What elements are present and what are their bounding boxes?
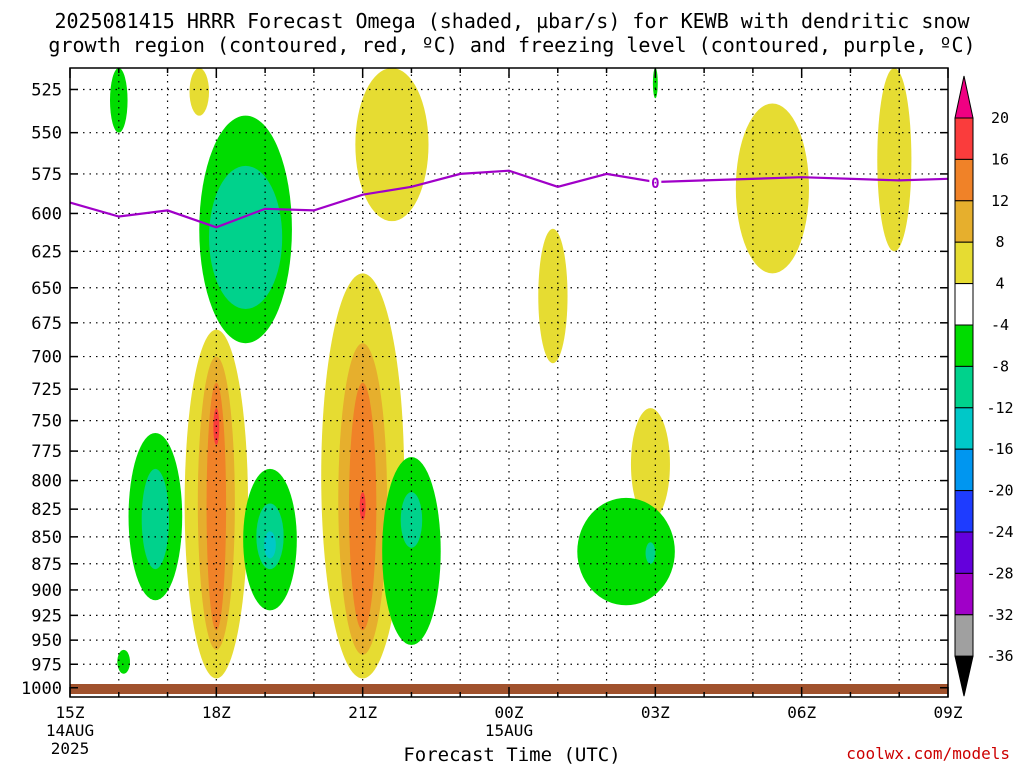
colorbar-label: -24 [986,523,1013,541]
freezing-label-bg [649,172,662,190]
chart-title-line-1: 2025081415 HRRR Forecast Omega (shaded, … [54,9,970,33]
colorbar-band [954,490,974,533]
colorbar-band [954,448,974,492]
freezing-level-label: 0 [651,176,659,192]
colorbar-label: -12 [986,399,1013,417]
colorbar-label: -8 [991,357,1009,375]
omega-cell [400,492,423,548]
colorbar-band [954,407,974,450]
colorbar-label: 8 [995,233,1004,251]
colorbar-top-arrow [954,75,974,119]
omega-cell [735,103,809,274]
y-tick-label: 700 [31,348,62,368]
chart-title-line-2: growth region (contoured, red, ºC) and f… [48,33,976,57]
x-tick-label: 00Z [495,703,524,722]
y-tick-label: 725 [31,380,62,400]
y-tick-label: 525 [31,80,62,100]
colorbar-label: -4 [991,316,1009,334]
omega-cell [117,649,130,674]
colorbar-band [954,200,974,243]
y-tick-label: 575 [31,165,62,185]
x-tick-date: 15AUG [485,721,533,740]
colorbar-band [954,324,974,367]
x-tick-year: 2025 [51,739,90,758]
y-tick-label: 900 [31,581,62,601]
y-tick-label: 825 [31,500,62,520]
colorbar-label: -20 [986,482,1013,500]
omega-cell [206,382,227,631]
y-tick-label: 600 [31,204,62,224]
omega-cell [109,68,128,133]
omega-cell [630,408,670,521]
x-tick-label: 18Z [202,703,231,722]
colorbar-label: 20 [991,109,1009,127]
x-axis-title: Forecast Time (UTC) [403,744,621,766]
freezing-level-line [69,169,949,229]
omega-cell [577,497,675,606]
omega-cell [538,228,568,364]
omega-cell [877,67,912,252]
omega-cell [209,165,283,309]
y-tick-label: 775 [31,442,62,462]
omega-cell [645,542,656,564]
colorbar-band [954,365,974,409]
colorbar-bottom-arrow [954,655,974,697]
colorbar-band [954,572,974,616]
x-tick-date: 14AUG [46,721,94,740]
x-tick-label: 03Z [641,703,670,722]
omega-cell [189,68,210,116]
omega-cell [355,67,429,222]
omega-cell [141,468,170,570]
omega-cell [382,457,441,646]
colorbar-band [954,241,974,285]
colorbar-label: 4 [995,275,1004,293]
y-tick-label: 675 [31,314,62,334]
y-tick-label: 550 [31,124,62,144]
y-tick-label: 750 [31,412,62,432]
y-tick-label: 800 [31,472,62,492]
colorbar-label: 12 [991,192,1009,210]
y-tick-label: 875 [31,555,62,575]
y-tick-label: 1000 [21,679,62,699]
colorbar-band [954,531,974,574]
colorbar-label: -36 [986,647,1013,665]
omega-cell [359,492,366,521]
colorbar-band [954,614,974,657]
y-tick-label: 925 [31,606,62,626]
colorbar-band [954,117,974,160]
axes-layer: 525 550 575 600 625 650 675 700 725 750 775 800 825 8… [21,68,963,758]
colorbar-label: -32 [986,606,1013,624]
colorbar-label: -16 [986,440,1013,458]
colorbar-band [954,283,974,326]
x-tick-label: 21Z [348,703,377,722]
omega-cell [652,68,658,99]
colorbar-label: 16 [991,150,1009,168]
colorbar: 20 16 12 8 4 -4 -8 -12 -16 -20 -24 -28 -32 -36 [954,75,1014,697]
y-tick-label: 850 [31,528,62,548]
y-tick-label: 650 [31,279,62,299]
omega-cell [264,531,276,559]
source-credit: coolwx.com/models [846,744,1010,763]
colorbar-band [954,158,974,202]
y-tick-label: 625 [31,242,62,262]
y-tick-label: 975 [31,655,62,675]
x-tick-label: 15Z [56,703,85,722]
x-tick-label: 06Z [787,703,816,722]
colorbar-label: -28 [986,564,1013,582]
freezing-level-layer: 0 [69,169,949,229]
x-tick-label: 09Z [934,703,963,722]
y-tick-label: 950 [31,631,62,651]
